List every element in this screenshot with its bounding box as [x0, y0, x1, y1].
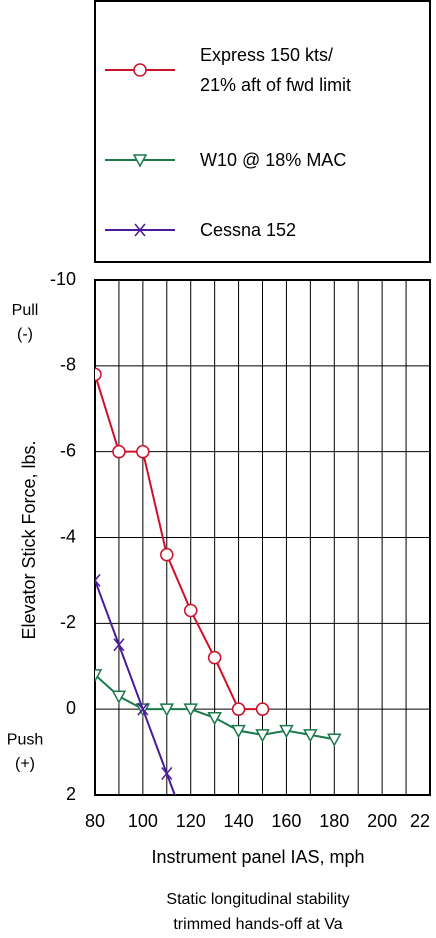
y-axis-label: Elevator Stick Force, lbs.: [19, 440, 39, 639]
marker: [134, 223, 146, 237]
x-tick-label: 80: [85, 811, 105, 831]
x-tick-label: 100: [128, 811, 158, 831]
legend-text: Express 150 kts/ 21% aft of fwd limit: [200, 45, 352, 95]
marker: [95, 573, 101, 587]
y-tick-label: -8: [60, 355, 76, 375]
chart-subtitle: trimmed hands-off at Va: [173, 916, 342, 933]
legend-text: W10 @ 18% MAC: [200, 150, 347, 170]
marker: [161, 767, 173, 781]
y-tick-label: -10: [50, 269, 76, 289]
marker: [137, 702, 149, 716]
y-tick-label: -4: [60, 526, 76, 546]
marker: [113, 638, 125, 652]
marker: [207, 650, 222, 665]
marker: [183, 703, 198, 717]
x-axis-label: Instrument panel IAS, mph: [151, 847, 364, 867]
marker: [95, 669, 103, 683]
marker: [95, 367, 102, 382]
annotation: (+): [15, 755, 35, 772]
marker: [279, 724, 294, 739]
line: [95, 374, 263, 711]
x-tick-label: 120: [176, 811, 206, 831]
legend-box: [94, 0, 431, 263]
x-tick-label: 180: [319, 811, 349, 831]
y-tick-label: -2: [60, 612, 76, 632]
marker: [160, 547, 174, 562]
x-tick-label: 200: [367, 811, 397, 831]
marker: [111, 690, 127, 704]
legend-label: Express 150 kts/ 21% aft of fwd limit: [200, 45, 352, 95]
marker: [112, 444, 126, 459]
annotation: Push: [7, 731, 43, 748]
marker: [186, 832, 196, 844]
plot-area: [95, 367, 342, 844]
chart-title: Static longitudinal stability: [166, 891, 349, 908]
marker: [231, 702, 246, 716]
legend-label: Cessna 152: [200, 220, 297, 240]
y-tick-label: 0: [66, 698, 76, 718]
marker: [327, 733, 342, 747]
x-tick-label: 140: [224, 811, 254, 831]
x-tick-label: 160: [271, 811, 301, 831]
marker: [303, 729, 318, 743]
y-tick-label: -6: [60, 440, 76, 460]
x-tick-label: 22: [410, 811, 430, 831]
marker: [183, 603, 198, 618]
annotation: (-): [17, 326, 33, 343]
legend-label: W10 @ 18% MAC: [200, 150, 347, 170]
marker: [133, 63, 147, 77]
y-tick-label: 2: [66, 784, 76, 804]
marker: [231, 724, 246, 739]
plot-frame: [94, 279, 431, 796]
marker: [136, 444, 150, 459]
marker: [255, 702, 270, 716]
legend-text: Cessna 152: [200, 220, 297, 240]
annotation: Pull: [12, 302, 39, 319]
marker: [159, 703, 175, 717]
marker: [255, 729, 270, 743]
marker: [207, 712, 222, 726]
marker: [132, 154, 148, 168]
